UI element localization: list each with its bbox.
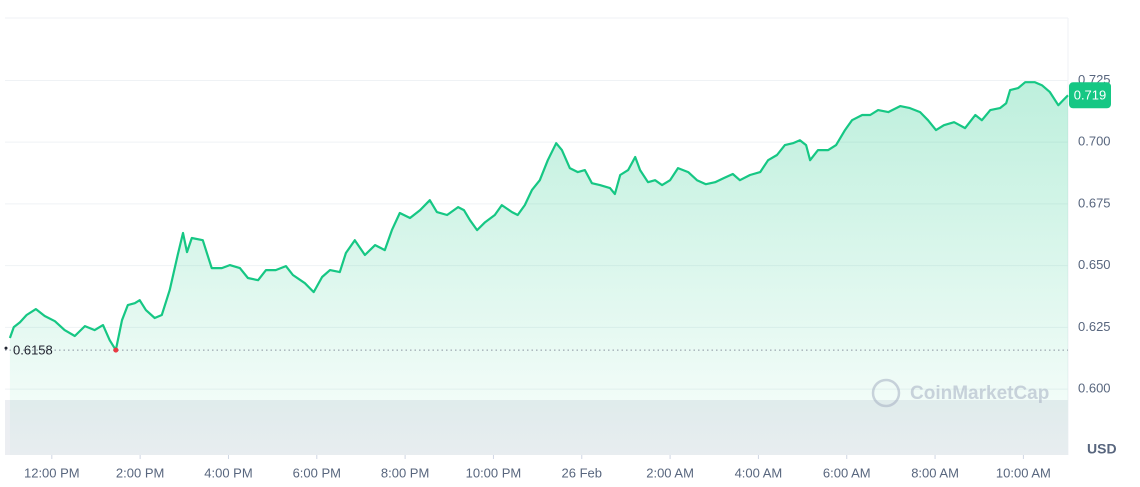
y-tick-label: 0.650	[1078, 257, 1111, 272]
x-tick-label: 4:00 PM	[204, 465, 252, 480]
x-tick-label: 2:00 PM	[116, 465, 164, 480]
x-tick-label: 26 Feb	[562, 465, 602, 480]
y-tick-label: 0.675	[1078, 195, 1111, 210]
x-tick-label: 6:00 PM	[293, 465, 341, 480]
price-badge-label: 0.719	[1074, 88, 1107, 103]
x-tick-label: 10:00 PM	[466, 465, 522, 480]
watermark-logo	[871, 378, 901, 408]
x-tick-label: 4:00 AM	[735, 465, 783, 480]
x-tick-label: 10:00 AM	[996, 465, 1051, 480]
x-tick-label: 8:00 AM	[911, 465, 959, 480]
x-tick-label: 6:00 AM	[823, 465, 871, 480]
low-point	[113, 347, 119, 353]
low-label: 0.6158	[13, 343, 53, 358]
unit-label: USD	[1087, 441, 1117, 457]
x-tick-label: 12:00 PM	[24, 465, 80, 480]
price-badge	[1069, 82, 1111, 109]
y-tick-label: 0.600	[1078, 381, 1111, 396]
x-tick-label: 8:00 PM	[381, 465, 429, 480]
watermark: CoinMarketCap	[910, 383, 1049, 404]
area-fill	[9, 82, 1068, 455]
y-tick-label: 0.700	[1078, 134, 1111, 149]
low-tick-dot	[4, 346, 8, 350]
plot: 0.6158 0.719	[4, 81, 1111, 455]
y-tick-label: 0.625	[1078, 319, 1111, 334]
watermark-group: CoinMarketCap	[871, 378, 1049, 408]
price-line	[8, 81, 1069, 352]
x-tick-label: 2:00 AM	[646, 465, 694, 480]
